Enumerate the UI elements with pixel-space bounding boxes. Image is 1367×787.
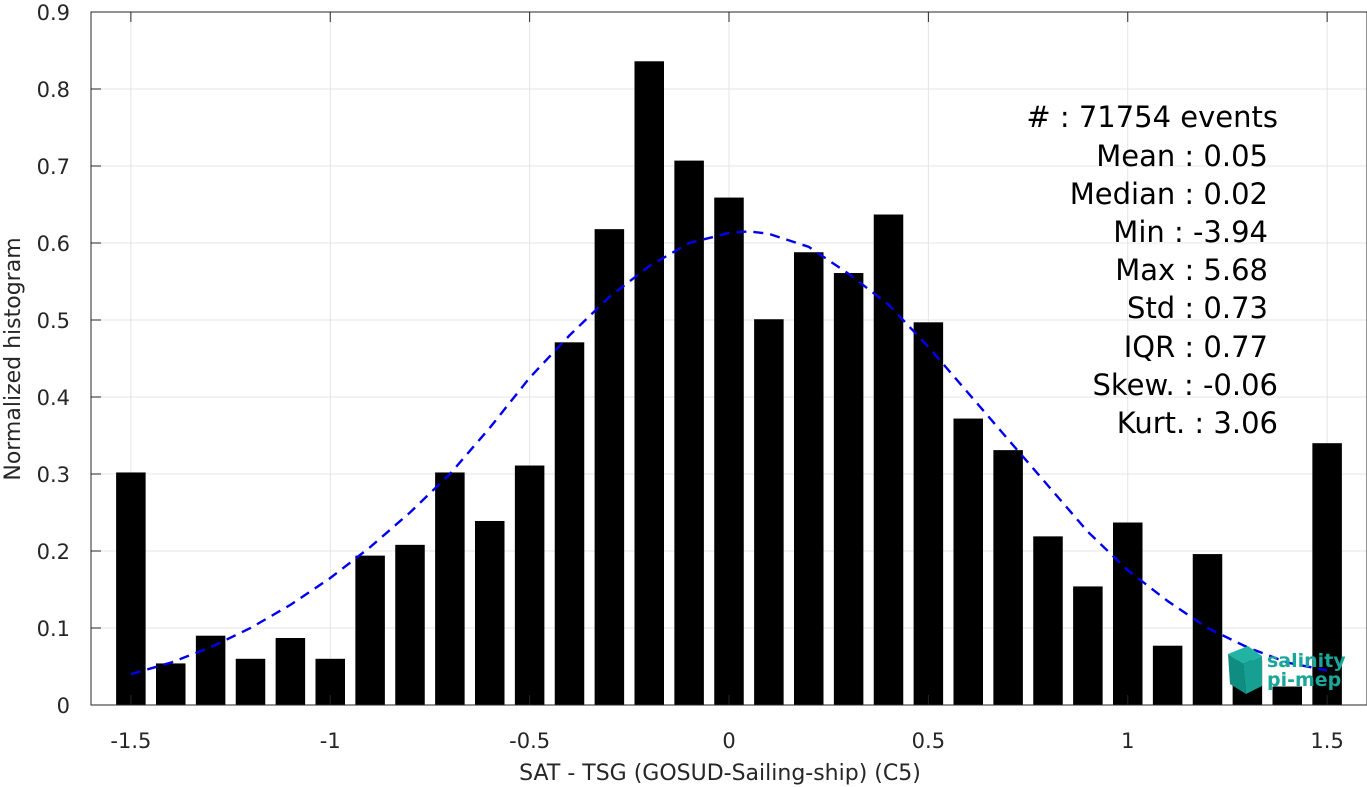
histogram-bar bbox=[594, 229, 625, 705]
x-tick-label: 1.5 bbox=[1310, 729, 1343, 753]
histogram-bar bbox=[674, 160, 704, 706]
y-tick-label: 0 bbox=[57, 694, 70, 718]
histogram-bar bbox=[1312, 443, 1342, 705]
logo-cube-icon bbox=[1228, 646, 1262, 694]
histogram-bar bbox=[1073, 586, 1103, 705]
x-tick-label: -1.5 bbox=[110, 729, 151, 753]
y-axis-label: Normalized histogram bbox=[1, 237, 26, 480]
histogram-bar bbox=[435, 472, 465, 705]
y-tick-label: 0.8 bbox=[37, 78, 70, 102]
x-axis-label: SAT - TSG (GOSUD-Sailing-ship) (C5) bbox=[519, 761, 921, 786]
histogram-bar bbox=[1272, 686, 1303, 705]
stat-min: Min : -3.94 bbox=[1113, 215, 1268, 249]
x-tick-label: 0.5 bbox=[912, 729, 945, 753]
y-tick-label: 0.3 bbox=[37, 463, 70, 487]
histogram-bar bbox=[116, 472, 146, 705]
histogram-bars bbox=[116, 61, 1342, 706]
histogram-bar bbox=[1033, 536, 1063, 705]
stat-events: # : 71754 events bbox=[1026, 100, 1278, 134]
logo-line-2: pi-mep bbox=[1267, 669, 1341, 691]
histogram-bar bbox=[993, 450, 1023, 705]
histogram-bar bbox=[634, 61, 665, 705]
y-tick-label: 0.7 bbox=[37, 155, 70, 179]
x-axis-ticks: -1.5 -1 -0.5 0 0.5 1 1.5 bbox=[110, 12, 1344, 753]
x-tick-label: 1 bbox=[1121, 729, 1134, 753]
histogram-bar bbox=[873, 214, 904, 705]
y-tick-label: 0.5 bbox=[37, 309, 70, 333]
histogram-bar bbox=[474, 520, 505, 705]
histogram-bar bbox=[395, 544, 425, 705]
histogram-bar bbox=[913, 322, 944, 705]
histogram-bar bbox=[1192, 554, 1223, 705]
histogram-bar bbox=[793, 252, 824, 706]
histogram-bar bbox=[953, 418, 984, 705]
histogram-bar bbox=[1112, 522, 1143, 705]
stat-median: Median : 0.02 bbox=[1070, 177, 1268, 211]
stat-kurt: Kurt. : 3.06 bbox=[1117, 406, 1278, 440]
histogram-bar bbox=[754, 319, 784, 705]
histogram-bar bbox=[514, 465, 545, 705]
stat-iqr: IQR : 0.77 bbox=[1124, 330, 1268, 364]
y-axis-ticks: 0 0.1 0.2 0.3 0.4 0.5 0.6 0.7 0.8 0.9 bbox=[37, 1, 101, 718]
statistics-annotation: # : 71754 events Mean : 0.05 Median : 0.… bbox=[1026, 100, 1278, 440]
stat-skew: Skew. : -0.06 bbox=[1092, 368, 1278, 402]
histogram-bar bbox=[554, 342, 585, 705]
x-tick-label: -0.5 bbox=[509, 729, 550, 753]
y-tick-label: 0.1 bbox=[37, 617, 70, 641]
normal-fit-curve bbox=[130, 230, 1328, 676]
y-tick-label: 0.6 bbox=[37, 232, 70, 256]
x-tick-label: -1 bbox=[320, 729, 341, 753]
stat-mean: Mean : 0.05 bbox=[1096, 139, 1268, 173]
histogram-bar bbox=[235, 658, 266, 705]
histogram-bar bbox=[195, 635, 226, 705]
histogram-bar bbox=[275, 638, 306, 705]
y-tick-label: 0.2 bbox=[37, 540, 70, 564]
y-tick-label: 0.4 bbox=[37, 386, 70, 410]
x-tick-label: 0 bbox=[722, 729, 735, 753]
stat-max: Max : 5.68 bbox=[1115, 253, 1268, 287]
logo-line-1: salinity bbox=[1267, 650, 1346, 672]
histogram-bar bbox=[714, 197, 744, 705]
y-tick-label: 0.9 bbox=[37, 1, 70, 25]
salinity-pimep-logo: salinity pi-mep bbox=[1228, 646, 1346, 694]
stat-std: Std : 0.73 bbox=[1127, 291, 1268, 325]
histogram-bar bbox=[1152, 645, 1183, 705]
histogram-bar bbox=[833, 273, 864, 705]
histogram-bar bbox=[155, 663, 186, 705]
histogram-bar bbox=[355, 555, 385, 705]
